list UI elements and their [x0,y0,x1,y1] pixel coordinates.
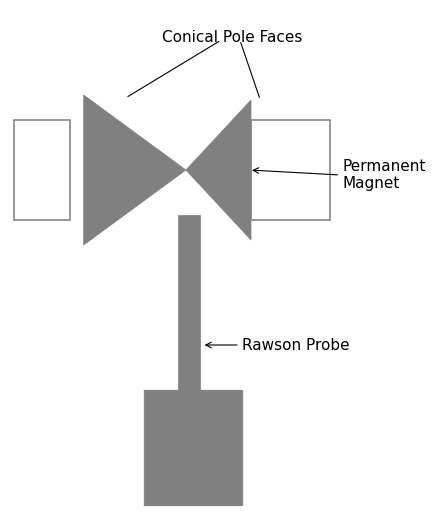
Polygon shape [84,95,186,245]
Bar [178,215,200,390]
Polygon shape [186,100,251,240]
Text: Conical Pole Faces: Conical Pole Faces [162,30,303,45]
Bar [251,120,330,220]
Bar [144,390,242,505]
Text: Permanent
Magnet: Permanent Magnet [342,159,426,191]
Bar [14,120,70,220]
Text: Rawson Probe: Rawson Probe [242,338,349,352]
